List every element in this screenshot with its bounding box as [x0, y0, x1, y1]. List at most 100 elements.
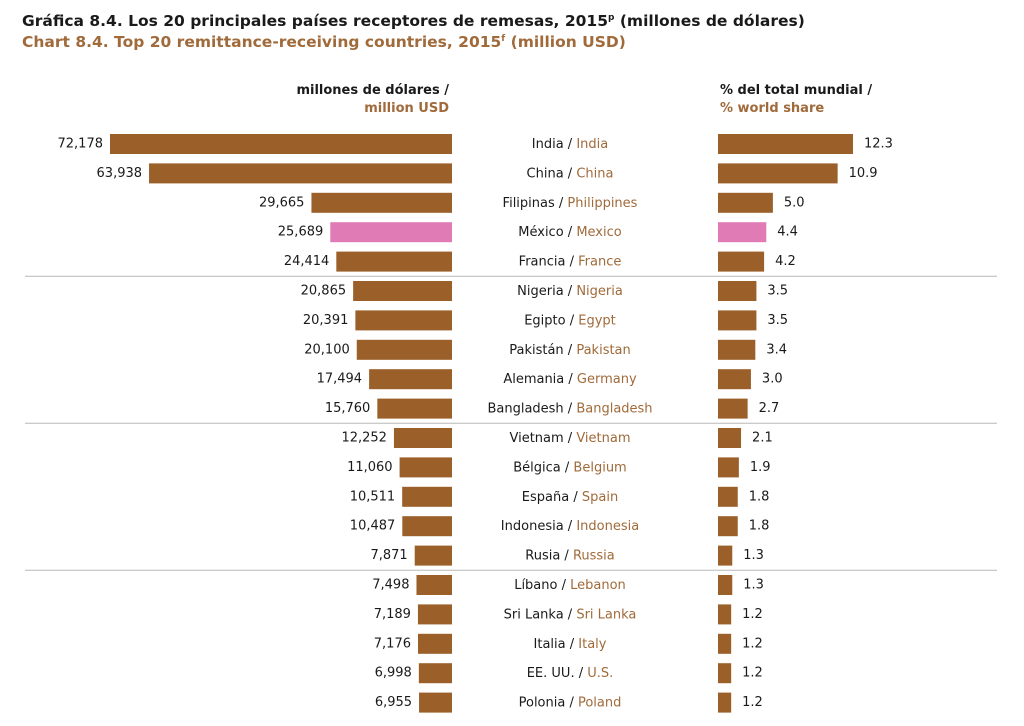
- country-label: Sri Lanka / Sri Lanka: [504, 607, 637, 622]
- share-bar: [718, 310, 757, 331]
- usd-bar: [393, 428, 452, 448]
- title-es-suffix: (millones de dólares): [614, 12, 805, 30]
- usd-value-label: 20,100: [304, 342, 350, 357]
- country-label: Pakistán / Pakistan: [509, 342, 631, 357]
- share-bar: [718, 692, 732, 713]
- usd-value-label: 7,176: [374, 636, 411, 651]
- usd-bar: [377, 398, 452, 419]
- share-bar: [718, 486, 738, 507]
- country-label: Nigeria / Nigeria: [517, 284, 623, 299]
- usd-bar: [419, 692, 452, 713]
- share-value-label: 3.4: [766, 342, 787, 357]
- share-value-label: 4.2: [775, 254, 796, 269]
- right-header-spanish: % del total mundial /: [720, 83, 873, 98]
- share-bar: [718, 192, 773, 213]
- share-bar: [718, 134, 853, 154]
- usd-value-label: 7,189: [374, 607, 411, 622]
- share-value-label: 1.3: [743, 548, 764, 563]
- share-bar: [718, 163, 838, 184]
- share-value-label: 1.8: [749, 489, 770, 504]
- usd-bar: [336, 251, 452, 272]
- usd-value-label: 20,865: [301, 284, 347, 299]
- share-bar: [718, 281, 757, 301]
- country-label: Filipinas / Philippines: [503, 195, 638, 210]
- share-bar: [718, 633, 732, 654]
- share-value-label: 1.8: [749, 519, 770, 534]
- left-header-english: million USD: [364, 101, 449, 116]
- country-label: Rusia / Russia: [525, 548, 615, 563]
- usd-bar: [330, 222, 452, 243]
- title-en-text: Chart 8.4. Top 20 remittance-receiving c…: [22, 33, 502, 51]
- country-label: Polonia / Poland: [519, 695, 622, 710]
- country-label: España / Spain: [522, 489, 618, 504]
- share-value-label: 3.5: [767, 313, 788, 328]
- share-value-label: 10.9: [849, 166, 878, 181]
- title-en-suffix: (million USD): [505, 33, 626, 51]
- usd-value-label: 6,998: [375, 666, 412, 681]
- chart-title-english: Chart 8.4. Top 20 remittance-receiving c…: [22, 33, 626, 51]
- usd-value-label: 11,060: [347, 460, 393, 475]
- usd-value-label: 29,665: [259, 195, 305, 210]
- country-label: Indonesia / Indonesia: [501, 519, 639, 534]
- usd-bar: [110, 134, 452, 154]
- usd-value-label: 10,487: [350, 519, 396, 534]
- country-label: Bélgica / Belgium: [513, 460, 626, 475]
- usd-bar: [149, 163, 453, 184]
- usd-bar: [356, 339, 452, 360]
- share-value-label: 4.4: [777, 225, 798, 240]
- usd-bar: [417, 633, 452, 654]
- usd-bar: [402, 516, 452, 537]
- usd-bar: [311, 192, 452, 213]
- share-value-label: 5.0: [784, 195, 805, 210]
- usd-value-label: 15,760: [325, 401, 371, 416]
- usd-value-label: 7,498: [372, 578, 409, 593]
- left-header-spanish: millones de dólares /: [296, 83, 449, 98]
- share-value-label: 3.5: [767, 284, 788, 299]
- share-bar: [718, 398, 748, 419]
- share-bar: [718, 545, 733, 566]
- country-label: México / Mexico: [518, 225, 621, 240]
- usd-bar: [414, 545, 452, 566]
- usd-bar: [416, 575, 452, 595]
- usd-value-label: 20,391: [303, 313, 349, 328]
- title-es-text: Gráfica 8.4. Los 20 principales países r…: [22, 12, 608, 30]
- country-label: Francia / France: [519, 254, 622, 269]
- left-column-header: millones de dólares / million USD: [296, 82, 449, 118]
- country-label: India / India: [532, 137, 608, 152]
- title-en-superscript: f: [501, 33, 506, 44]
- usd-value-label: 63,938: [97, 166, 143, 181]
- usd-value-label: 12,252: [341, 431, 387, 446]
- share-bar: [718, 457, 739, 478]
- country-label: Líbano / Lebanon: [514, 578, 626, 593]
- share-value-label: 3.0: [762, 372, 783, 387]
- share-bar: [718, 369, 751, 390]
- share-value-label: 1.2: [742, 666, 763, 681]
- share-value-label: 1.2: [742, 607, 763, 622]
- share-value-label: 1.2: [742, 636, 763, 651]
- usd-value-label: 72,178: [58, 137, 104, 152]
- right-header-english: % world share: [720, 101, 825, 116]
- share-bar: [718, 339, 756, 360]
- country-label: Italia / Italy: [534, 636, 607, 651]
- share-bar: [718, 604, 732, 625]
- share-value-label: 2.7: [759, 401, 780, 416]
- usd-value-label: 7,871: [370, 548, 407, 563]
- share-value-label: 1.2: [742, 695, 763, 710]
- country-label: Bangladesh / Bangladesh: [487, 401, 652, 416]
- share-bar: [718, 428, 742, 448]
- share-bar: [718, 516, 738, 537]
- usd-bar: [353, 281, 452, 301]
- usd-value-label: 17,494: [317, 372, 363, 387]
- share-bar: [718, 575, 733, 595]
- usd-bar: [402, 486, 452, 507]
- usd-value-label: 10,511: [350, 489, 396, 504]
- share-bar: [718, 222, 767, 243]
- usd-bar: [399, 457, 452, 478]
- usd-bar: [355, 310, 452, 331]
- country-label: Alemania / Germany: [503, 372, 637, 387]
- usd-bar: [417, 604, 452, 625]
- country-label: China / China: [527, 166, 614, 181]
- country-label: Vietnam / Vietnam: [509, 431, 630, 446]
- country-label: EE. UU. / U.S.: [527, 666, 614, 681]
